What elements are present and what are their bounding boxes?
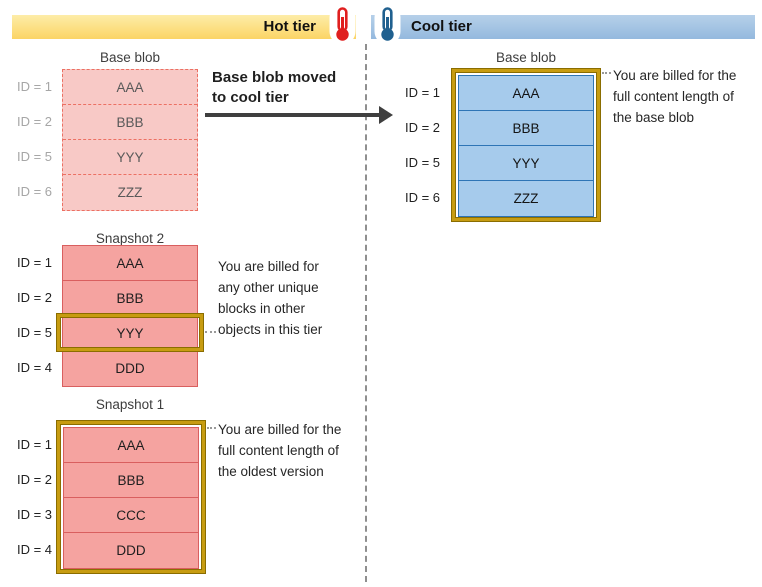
move-note-line: to cool tier — [212, 89, 289, 106]
block-id: ID = 5 — [16, 149, 52, 164]
note-line: full content length of — [218, 443, 339, 458]
hot-thermometer-icon — [329, 4, 356, 45]
cool-base-blob-title: Base blob — [495, 50, 557, 65]
note-line: the base blob — [613, 110, 695, 125]
block-id: ID = 2 — [16, 472, 52, 487]
cool-base-blob-id-column: ID = 1 ID = 2 ID = 5 ID = 6 — [390, 75, 440, 215]
move-note: Base blob moved to cool tier — [212, 68, 336, 108]
snapshot-2-note-connector — [205, 331, 216, 333]
block-id: ID = 1 — [16, 437, 52, 452]
snapshot-2-unique-block-highlight — [57, 314, 203, 351]
hot-base-blob-id-column: ID = 1 ID = 2 ID = 5 ID = 6 — [0, 69, 52, 209]
note-line: You are billed for the — [613, 68, 737, 83]
block-cell: BBB — [64, 463, 198, 498]
block-cell: YYY — [459, 146, 593, 181]
note-line: any other unique — [218, 280, 319, 295]
move-arrow-head — [379, 106, 393, 124]
tier-divider-line — [365, 44, 367, 582]
cool-thermometer-icon — [374, 4, 401, 45]
block-id: ID = 1 — [16, 255, 52, 270]
block-cell: BBB — [63, 105, 197, 140]
block-id: ID = 4 — [16, 542, 52, 557]
hot-base-blob-title: Base blob — [99, 50, 161, 65]
snapshot-2-id-column: ID = 1 ID = 2 ID = 5 ID = 4 — [0, 245, 52, 385]
cool-tier-bar: Cool tier — [371, 15, 755, 39]
block-cell: BBB — [63, 281, 197, 316]
note-line: objects in this tier — [218, 322, 323, 337]
block-id: ID = 2 — [404, 120, 440, 135]
block-id: ID = 1 — [404, 85, 440, 100]
block-cell: YYY — [63, 140, 197, 175]
block-id: ID = 2 — [16, 290, 52, 305]
hot-tier-label: Hot tier — [263, 18, 317, 35]
cool-base-blob-note: You are billed for the full content leng… — [613, 65, 736, 128]
snapshot-2-note: You are billed for any other unique bloc… — [218, 256, 322, 340]
note-line: the oldest version — [218, 464, 324, 479]
block-cell: ZZZ — [117, 185, 143, 200]
block-id: ID = 6 — [16, 184, 52, 199]
block-cell: AAA — [63, 246, 197, 281]
block-cell: AAA — [64, 428, 198, 463]
hot-base-blob-table: AAA BBB YYY ZZZ — [62, 69, 198, 211]
snapshot-1-note: You are billed for the full content leng… — [218, 419, 341, 482]
cool-tier-label: Cool tier — [411, 18, 472, 35]
move-note-line: Base blob moved — [212, 69, 337, 86]
hot-tier-bar: Hot tier — [12, 15, 356, 39]
note-line: blocks in other — [218, 301, 306, 316]
snapshot-1-title: Snapshot 1 — [95, 397, 165, 412]
snapshot-1-table: AAA BBB CCC DDD — [63, 427, 199, 569]
block-cell: CCC — [64, 498, 198, 533]
block-cell: DDD — [116, 543, 146, 558]
block-id: ID = 6 — [404, 190, 440, 205]
cool-base-blob-highlight — [452, 69, 600, 221]
block-cell: DDD — [115, 361, 145, 376]
note-line: You are billed for — [218, 259, 319, 274]
block-id: ID = 5 — [404, 155, 440, 170]
note-line: full content length of — [613, 89, 734, 104]
cool-note-connector — [602, 72, 611, 74]
block-cell: BBB — [459, 111, 593, 146]
cool-base-blob-table: AAA BBB YYY ZZZ — [458, 75, 594, 217]
block-id: ID = 2 — [16, 114, 52, 129]
snapshot-1-id-column: ID = 1 ID = 2 ID = 3 ID = 4 — [0, 427, 52, 567]
snapshot-1-oldest-version-highlight — [57, 421, 205, 573]
snapshot-2-title: Snapshot 2 — [95, 231, 165, 246]
block-id: ID = 3 — [16, 507, 52, 522]
move-arrow-shaft — [205, 113, 380, 117]
block-id: ID = 4 — [16, 360, 52, 375]
block-cell: AAA — [459, 76, 593, 111]
block-id: ID = 1 — [16, 79, 52, 94]
snapshot-1-note-connector — [207, 427, 216, 429]
block-cell: AAA — [63, 70, 197, 105]
block-id: ID = 5 — [16, 325, 52, 340]
block-cell: ZZZ — [513, 191, 539, 206]
note-line: You are billed for the — [218, 422, 342, 437]
